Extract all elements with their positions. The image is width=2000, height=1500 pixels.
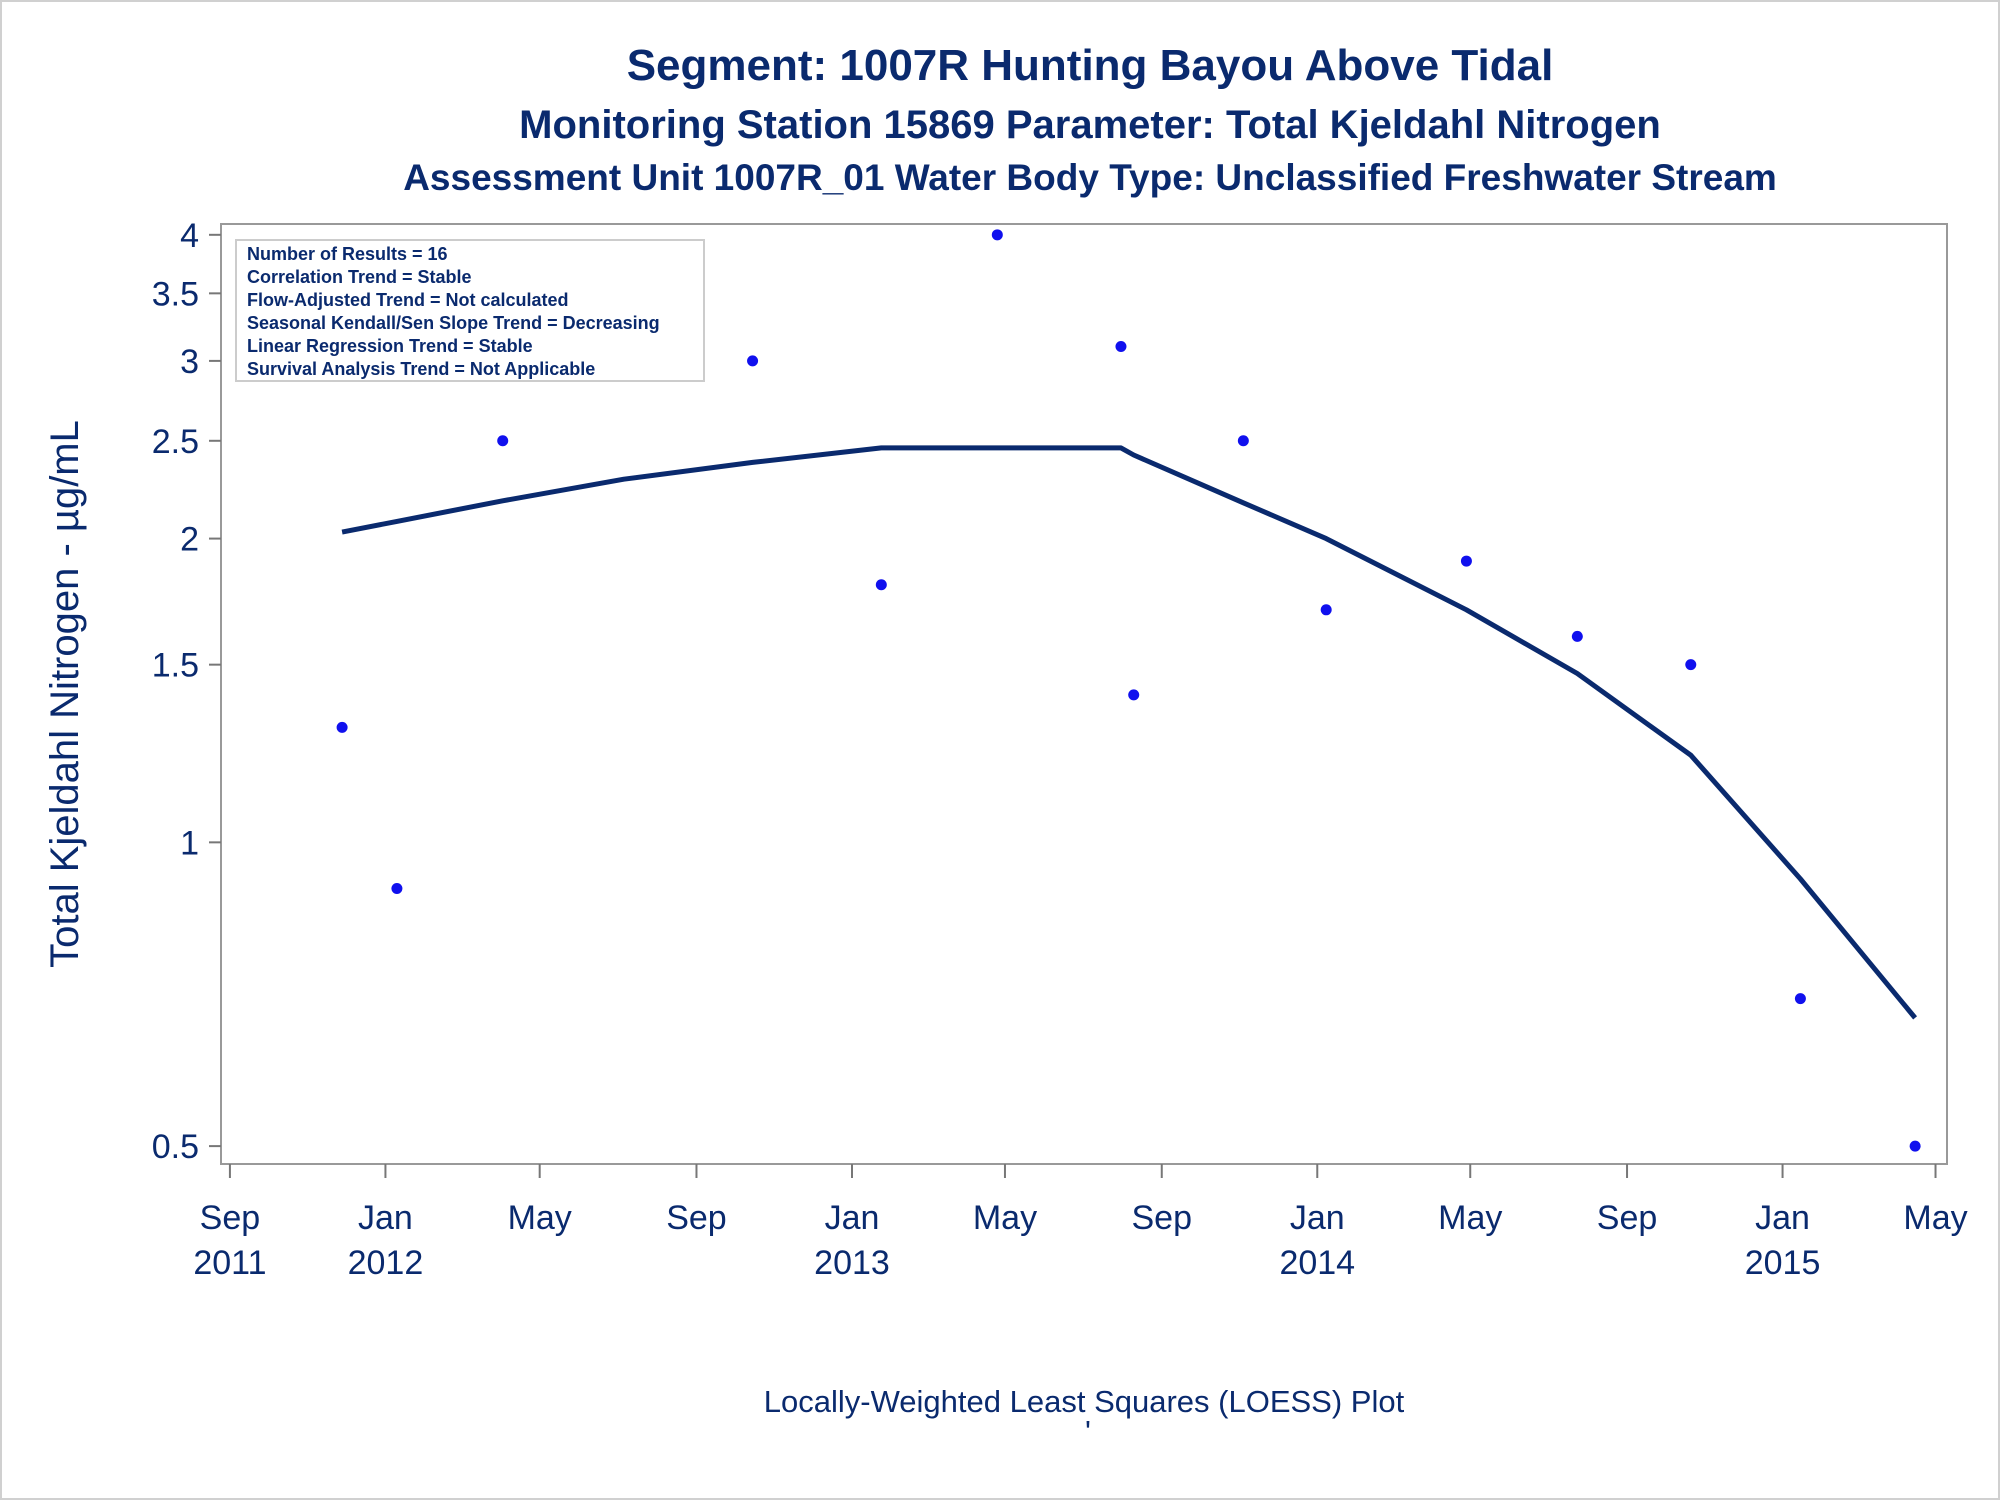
x-tick-label-month: Jan: [1290, 1199, 1345, 1237]
data-points: [336, 229, 1921, 1152]
legend-box: [235, 239, 705, 382]
data-point: [1115, 341, 1127, 353]
footnote-mark: ': [1085, 1414, 1091, 1449]
y-tick-label: 4: [180, 217, 199, 255]
x-tick-label-month: Sep: [1132, 1199, 1193, 1237]
x-tick-label-month: May: [1903, 1199, 1967, 1237]
y-tick-label: 2: [180, 521, 199, 559]
x-tick-label-year: 2015: [1745, 1244, 1821, 1282]
x-tick-label-month: Sep: [1597, 1199, 1658, 1237]
data-point: [1794, 993, 1806, 1005]
x-tick-label-month: Jan: [825, 1199, 880, 1237]
legend-line: Linear Regression Trend = Stable: [247, 336, 533, 356]
data-point: [1320, 604, 1332, 616]
data-point: [391, 883, 403, 895]
y-tick-label: 2.5: [152, 423, 199, 461]
x-tick-label-month: Jan: [358, 1199, 413, 1237]
legend-line: Flow-Adjusted Trend = Not calculated: [247, 290, 569, 310]
x-axis: Sep 2011 Jan 2012 May Sep Jan 2013 May Sep Jan 2014…: [193, 1164, 1968, 1282]
legend-line: Seasonal Kendall/Sen Slope Trend = Decre…: [247, 313, 660, 333]
x-tick-label-month: May: [973, 1199, 1037, 1237]
y-tick-label: 0.5: [152, 1128, 199, 1166]
x-tick-label-month: Sep: [200, 1199, 261, 1237]
chart-title: Segment: 1007R Hunting Bayou Above Tidal: [627, 41, 1554, 90]
data-point: [1237, 435, 1249, 447]
x-tick-label-month: May: [508, 1199, 572, 1237]
data-point: [1128, 689, 1140, 701]
data-point: [1685, 659, 1697, 671]
y-axis-label: Total Kjeldahl Nitrogen - µg/mL: [43, 420, 87, 968]
loess-line: [341, 445, 1918, 1020]
data-point: [1571, 630, 1583, 642]
legend-line: Number of Results = 16: [247, 244, 448, 264]
y-tick-label: 1: [180, 824, 199, 862]
chart-subtitle: Monitoring Station 15869 Parameter: Tota…: [519, 103, 1661, 147]
x-tick-label-year: 2012: [348, 1244, 424, 1282]
x-tick-label-year: 2011: [193, 1244, 266, 1282]
x-tick-label-month: Sep: [666, 1199, 727, 1237]
footnote: Locally-Weighted Least Squares (LOESS) P…: [764, 1384, 1405, 1419]
legend-line: Survival Analysis Trend = Not Applicable: [247, 359, 595, 379]
data-point: [991, 229, 1003, 241]
data-point: [747, 355, 759, 367]
stats-legend: Number of Results = 16 Correlation Trend …: [235, 239, 705, 382]
x-tick-label-month: May: [1438, 1199, 1502, 1237]
x-tick-label-year: 2014: [1279, 1244, 1355, 1282]
x-tick-label-year: 2013: [814, 1244, 890, 1282]
data-point: [1460, 555, 1472, 567]
data-point: [1909, 1140, 1921, 1152]
legend-line: Correlation Trend = Stable: [247, 267, 472, 287]
data-point: [875, 579, 887, 591]
y-tick-label: 1.5: [152, 647, 199, 685]
x-tick-label-month: Jan: [1755, 1199, 1810, 1237]
y-axis: 0.5 1 1.5 2 2.5 3 3.5 4: [152, 217, 221, 1166]
chart-subtitle-2: Assessment Unit 1007R_01 Water Body Type…: [403, 157, 1777, 198]
data-point: [497, 435, 509, 447]
data-point: [336, 721, 348, 733]
y-tick-label: 3: [180, 343, 199, 381]
y-tick-label: 3.5: [152, 275, 199, 313]
plot-area: [220, 223, 1948, 1165]
